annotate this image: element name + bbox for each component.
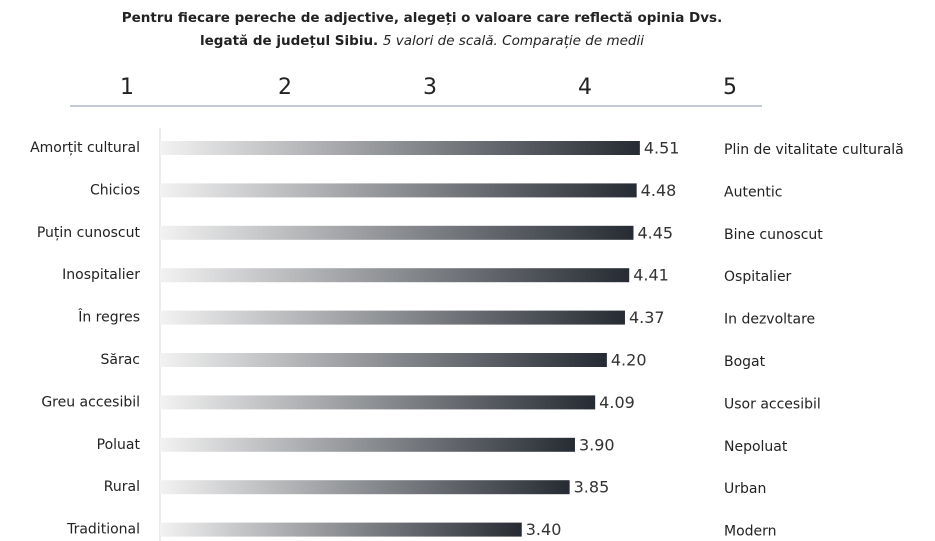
value-label: 4.51 bbox=[644, 139, 680, 158]
scale-header-label: 2 bbox=[278, 75, 292, 100]
bar bbox=[160, 437, 575, 452]
right-label: Modern bbox=[724, 524, 777, 540]
right-label: Plin de vitalitate culturală bbox=[724, 142, 904, 158]
bar bbox=[160, 225, 634, 240]
right-label: Ospitalier bbox=[724, 269, 792, 285]
right-label: In dezvoltare bbox=[724, 312, 815, 328]
bar bbox=[160, 310, 625, 325]
chart-title: Pentru fiecare pereche de adjective, ale… bbox=[122, 10, 722, 26]
left-label: Chicios bbox=[90, 182, 140, 198]
left-label: Traditional bbox=[66, 522, 140, 538]
bar bbox=[160, 480, 570, 495]
bar bbox=[160, 268, 630, 283]
chart-subtitle: legată de județul Sibiu. 5 valori de sca… bbox=[200, 33, 644, 49]
scale-header-label: 4 bbox=[578, 75, 592, 100]
value-label: 4.09 bbox=[599, 393, 635, 412]
bar bbox=[160, 395, 596, 410]
left-label: Rural bbox=[104, 479, 140, 495]
left-label: Inospitalier bbox=[62, 267, 140, 283]
value-label: 4.41 bbox=[633, 266, 669, 285]
subtitle-italic: 5 valori de scală. Comparație de medii bbox=[383, 33, 644, 49]
right-label: Bogat bbox=[724, 354, 766, 370]
scale-header-label: 3 bbox=[423, 75, 437, 100]
bar bbox=[160, 522, 522, 537]
value-label: 4.37 bbox=[629, 308, 665, 327]
value-label: 4.48 bbox=[641, 181, 677, 200]
bar bbox=[160, 353, 607, 367]
right-label: Urban bbox=[724, 481, 766, 497]
scale-header-label: 5 bbox=[723, 75, 737, 100]
left-label: Sărac bbox=[101, 352, 141, 368]
value-label: 3.40 bbox=[526, 520, 562, 539]
left-label: Greu accesibil bbox=[41, 394, 140, 410]
value-label: 3.85 bbox=[574, 478, 610, 497]
left-label: În regres bbox=[77, 308, 140, 326]
value-label: 3.90 bbox=[579, 435, 615, 454]
subtitle-bold: legată de județul Sibiu. bbox=[200, 33, 378, 49]
value-label: 4.45 bbox=[637, 223, 673, 242]
right-label: Bine cunoscut bbox=[724, 227, 823, 243]
left-label: Puțin cunoscut bbox=[37, 225, 141, 241]
bar bbox=[160, 141, 640, 155]
right-label: Autentic bbox=[724, 184, 783, 200]
right-label: Usor accesibil bbox=[724, 396, 821, 412]
right-label: Nepoluat bbox=[724, 439, 788, 455]
value-label: 4.20 bbox=[611, 351, 647, 370]
left-label: Amorțit cultural bbox=[30, 140, 140, 156]
left-label: Poluat bbox=[97, 437, 141, 453]
bar bbox=[160, 183, 637, 198]
scale-header-label: 1 bbox=[120, 75, 134, 100]
